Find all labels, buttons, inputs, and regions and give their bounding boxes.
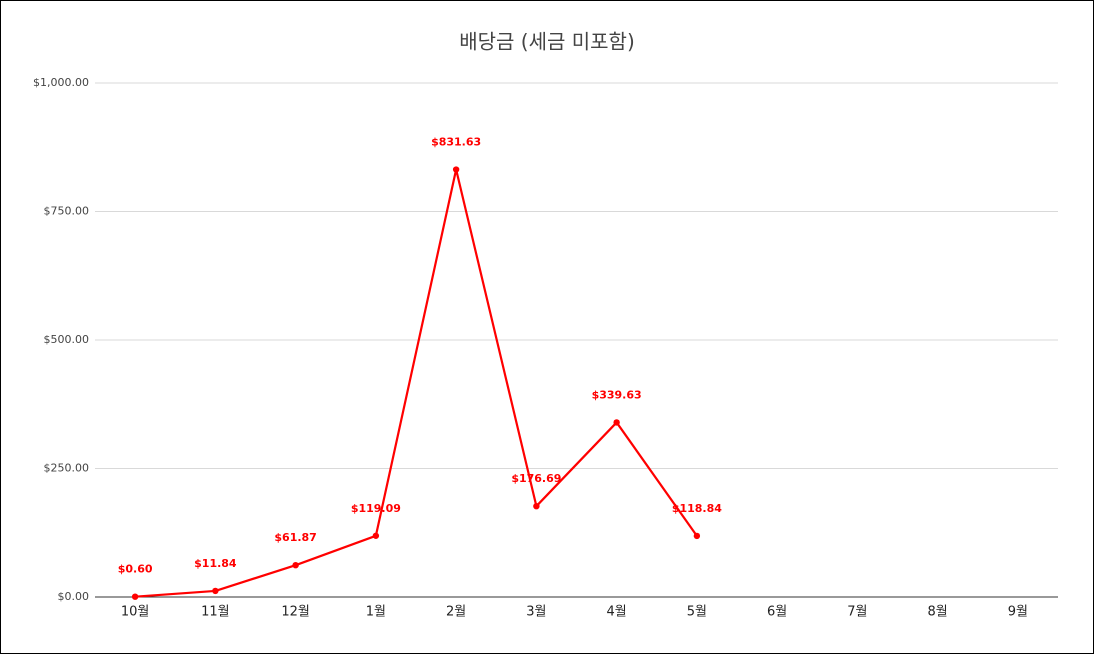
data-label: $61.87	[274, 531, 316, 544]
chart-title: 배당금 (세금 미포함)	[459, 30, 635, 54]
x-tick-label: 6월	[767, 605, 787, 620]
x-tick-label: 9월	[1008, 605, 1028, 620]
x-tick-label: 5월	[687, 605, 707, 620]
x-tick-label: 4월	[607, 605, 627, 620]
y-tick-label: $250.00	[44, 462, 90, 475]
data-label: $11.84	[194, 557, 237, 570]
data-point	[212, 587, 219, 595]
x-tick-label: 10월	[121, 605, 150, 620]
data-point	[613, 419, 620, 426]
data-point	[452, 166, 460, 173]
data-point	[292, 561, 299, 569]
x-tick-label: 12월	[281, 605, 310, 620]
data-point	[131, 593, 139, 600]
data-label: $119.09	[351, 502, 401, 515]
data-point	[372, 532, 380, 539]
x-tick-label: 7월	[847, 605, 867, 620]
data-label: $0.60	[118, 563, 153, 576]
data-label: $339.63	[592, 388, 642, 401]
y-tick-label: $750.00	[44, 205, 90, 218]
data-label: $831.63	[431, 136, 481, 149]
x-tick-label: 11월	[201, 605, 230, 620]
data-label: $176.69	[511, 472, 561, 485]
x-tick-label: 3월	[526, 605, 546, 620]
y-tick-label: $0.00	[58, 590, 90, 603]
data-point	[693, 532, 701, 540]
line-series	[135, 168, 698, 598]
y-tick-label: $1,000.00	[33, 76, 89, 89]
y-tick-label: $500.00	[44, 333, 90, 346]
data-label: $118.84	[672, 502, 722, 515]
x-tick-label: 8월	[928, 605, 948, 620]
data-point	[533, 502, 540, 510]
x-tick-label: 1월	[366, 605, 386, 620]
x-tick-label: 2월	[446, 605, 466, 620]
